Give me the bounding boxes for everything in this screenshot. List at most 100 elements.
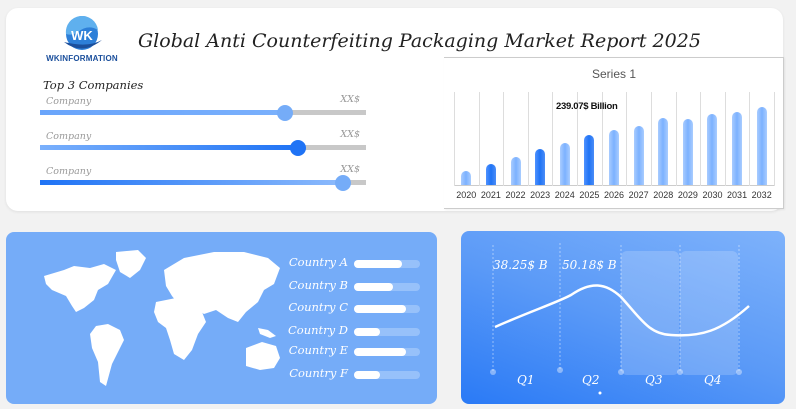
bar-2024 <box>559 142 570 185</box>
country-bar-fill <box>354 328 381 336</box>
bar-2022 <box>510 156 521 185</box>
grid-line <box>774 92 775 186</box>
slider-fill <box>40 145 298 150</box>
bar-2032 <box>756 106 767 185</box>
country-bar-fill <box>354 283 393 291</box>
x-tick-label: 2026 <box>603 190 625 200</box>
grid-line <box>675 92 677 186</box>
x-tick-label: 2025 <box>579 190 600 200</box>
bar-2026 <box>609 130 619 185</box>
wkinformation-logo: WK WKINFORMATION <box>40 15 124 66</box>
quarter-label-q2: Q2 <box>582 373 600 387</box>
country-bar-track <box>354 371 420 379</box>
page-title: Global Anti Counterfeiting Packaging Mar… <box>138 30 701 52</box>
slider-track[interactable] <box>40 175 366 191</box>
country-row-a: Country A <box>280 255 420 273</box>
market-size-bar-chart: Series 1 239.07$ Billion 2020 2021 2022 202… <box>444 57 784 209</box>
grid-line <box>527 92 529 186</box>
country-row-b: Country B <box>280 278 420 296</box>
grid-line <box>552 92 554 186</box>
globe-icon: WK <box>64 15 102 50</box>
country-row-d: Country D <box>280 323 420 341</box>
company-slider-1[interactable]: Company XX$ <box>40 94 366 121</box>
bar-2031 <box>732 111 743 185</box>
country-bar-track <box>354 348 420 356</box>
x-tick-label: 2030 <box>702 190 723 200</box>
country-label: Country C <box>288 300 348 314</box>
world-map-icon <box>44 250 280 386</box>
slider-fill <box>40 180 344 185</box>
x-tick-label: 2024 <box>554 190 575 200</box>
grid-line <box>724 92 726 186</box>
company-value: XX$ <box>340 164 360 175</box>
country-label: Country B <box>288 278 348 292</box>
chart-title: Series 1 <box>591 67 637 81</box>
world-map-card: Country A Country B Country C Country D … <box>6 232 437 404</box>
country-row-e: Country E <box>280 343 420 361</box>
grid-line <box>626 92 628 186</box>
slider-knob[interactable] <box>276 105 293 121</box>
grid-line <box>503 92 505 186</box>
slider-knob[interactable] <box>289 140 306 156</box>
country-row-f: Country F <box>280 366 420 384</box>
x-tick-label: 2031 <box>727 190 748 200</box>
x-tick-label: 2027 <box>628 190 649 200</box>
bar-2028 <box>658 118 669 185</box>
quarter-label-q1: Q1 <box>517 373 535 387</box>
country-bar-fill <box>354 260 402 268</box>
x-tick-label: 2021 <box>480 190 501 200</box>
grid-line <box>749 92 751 186</box>
chart-plot-area <box>454 92 775 186</box>
bar-2030 <box>707 113 718 185</box>
country-bar-track <box>354 260 420 268</box>
quarterly-line-chart <box>490 243 750 395</box>
company-label: Company <box>46 166 92 177</box>
x-tick-label: 2032 <box>751 190 772 200</box>
grid-line <box>478 92 480 186</box>
company-value: XX$ <box>340 94 360 105</box>
country-label: Country E <box>288 343 348 357</box>
quarter-value-1: 38.25$ B <box>493 258 548 272</box>
company-label: Company <box>46 96 92 107</box>
x-tick-label: 2028 <box>653 190 674 200</box>
quarterly-trend-card: 38.25$ B 50.18$ B Q1 Q2 Q3 Q4 <box>461 231 785 404</box>
company-value: XX$ <box>340 129 360 140</box>
country-label: Country F <box>289 366 348 380</box>
country-bar-track <box>354 305 420 313</box>
company-slider-2[interactable]: Company XX$ <box>40 129 366 156</box>
bar-2029 <box>682 119 693 185</box>
quarter-value-2: 50.18$ B <box>562 258 617 272</box>
quarter-label-q3: Q3 <box>645 373 663 387</box>
slider-fill <box>40 110 285 115</box>
slider-knob[interactable] <box>335 175 352 191</box>
bar-2021 <box>485 164 496 185</box>
grid-line <box>700 92 702 186</box>
country-row-c: Country C <box>280 300 420 318</box>
slider-track[interactable] <box>40 105 366 121</box>
top-companies-heading: Top 3 Companies <box>43 78 144 92</box>
x-tick-label: 2029 <box>677 190 698 200</box>
country-label: Country A <box>288 255 348 269</box>
grid-line <box>577 92 579 186</box>
grid-line <box>454 92 455 186</box>
grid-line <box>601 92 603 186</box>
country-bar-fill <box>354 371 381 379</box>
x-tick-label: 2020 <box>456 190 477 200</box>
x-tick-label: 2022 <box>505 190 526 200</box>
svg-text:WK: WK <box>71 28 93 43</box>
bar-2027 <box>633 125 644 185</box>
company-label: Company <box>46 131 92 142</box>
x-tick-label: 2023 <box>530 190 551 200</box>
country-bar-track <box>354 283 420 291</box>
country-label: Country D <box>287 323 348 337</box>
country-bar-fill <box>354 348 407 356</box>
chart-annotation: 239.07$ Billion <box>556 101 618 112</box>
bar-2025 <box>584 135 595 185</box>
slider-track[interactable] <box>40 140 366 156</box>
bar-2023 <box>535 149 546 185</box>
grid-line <box>650 92 652 186</box>
company-slider-3[interactable]: Company XX$ <box>40 164 366 191</box>
logo-text: WKINFORMATION <box>46 54 118 63</box>
country-bar-track <box>354 328 420 336</box>
bar-2020 <box>461 170 472 185</box>
